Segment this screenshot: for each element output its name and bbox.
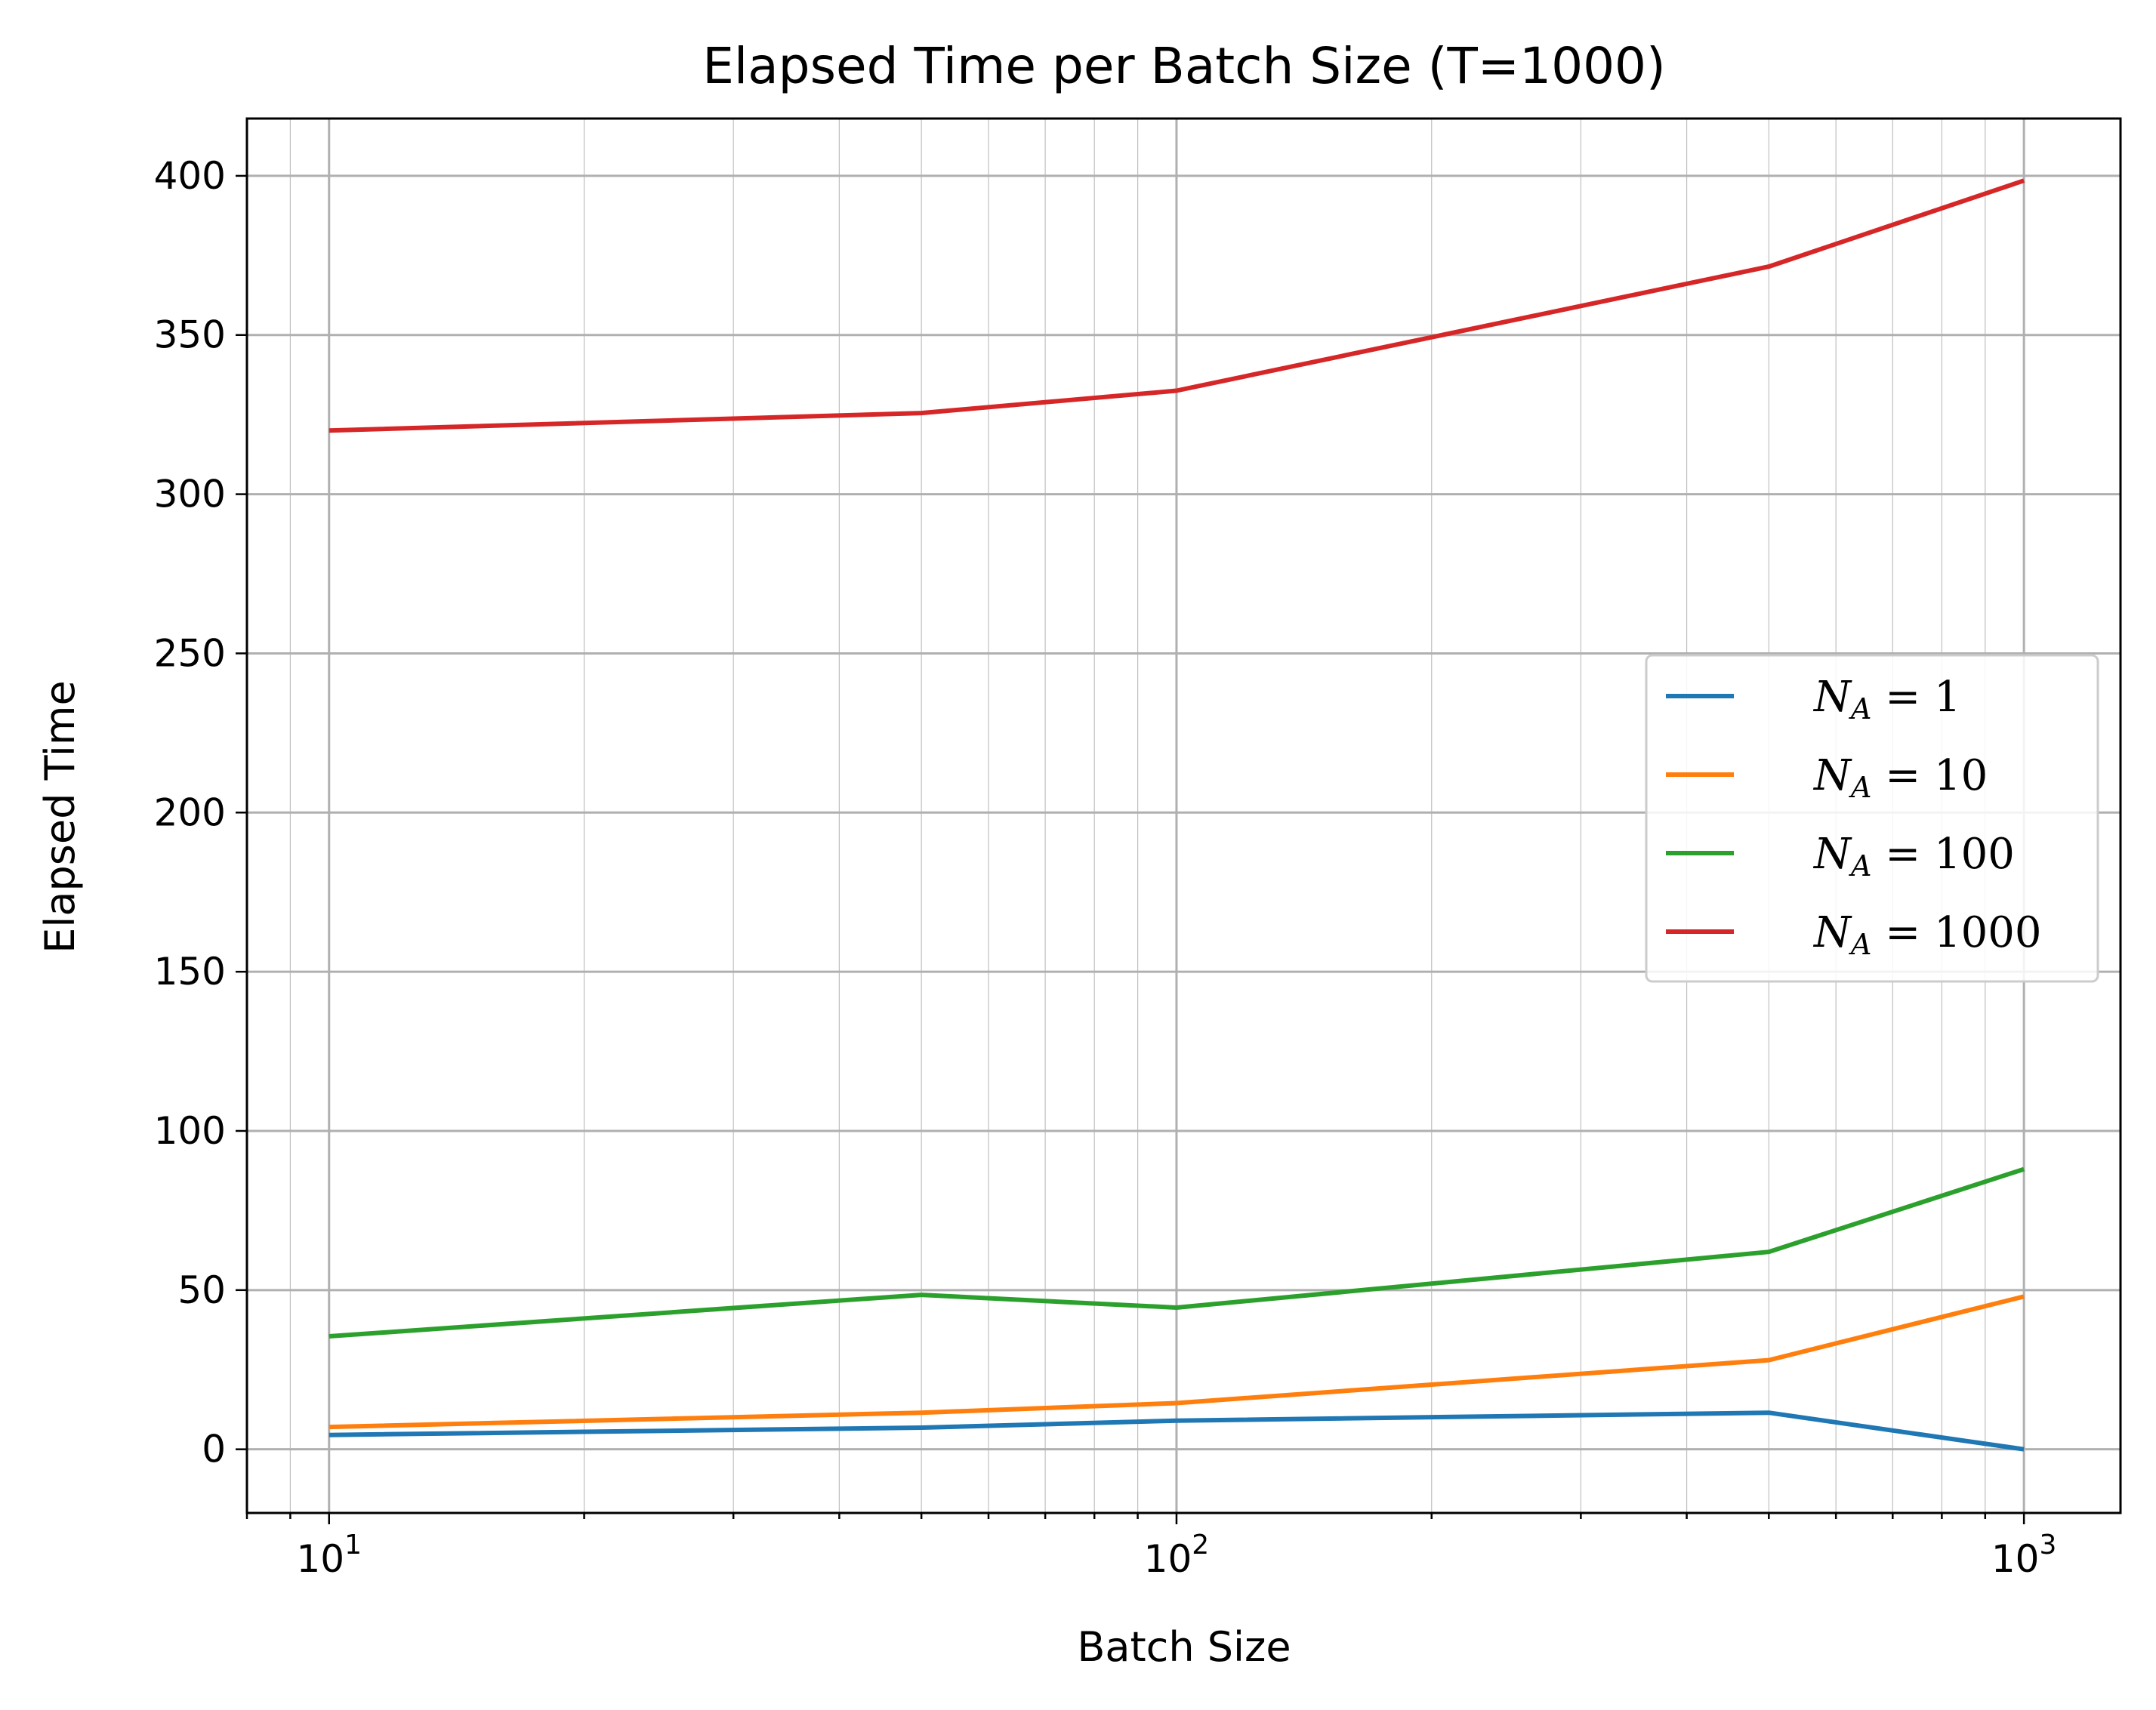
legend-box: [1645, 654, 2099, 983]
y-axis-ticks: 0 50 100 150 200 250 300 350 400: [154, 154, 247, 1471]
y-tick-label: 400: [154, 154, 226, 198]
y-tick-label: 250: [154, 631, 226, 675]
y-tick-label: 350: [154, 313, 226, 357]
x-axis-label: Batch Size: [1077, 1623, 1291, 1671]
major-grid: [247, 119, 2121, 1513]
x-tick-label: 102: [1144, 1530, 1210, 1581]
series-line-3: [328, 178, 2025, 433]
plot-frame: [245, 117, 2122, 1514]
x-tick-label: 103: [1991, 1530, 2057, 1581]
chart-title: Elapsed Time per Batch Size (T=1000): [702, 37, 1666, 95]
series-layer: [328, 178, 2025, 1452]
y-axis-label: Elapsed Time: [36, 680, 84, 953]
legend-label-0: NA = 1: [1812, 673, 1961, 726]
legend: NA = 1 NA = 10 NA = 100 NA = 1000: [1645, 654, 2099, 983]
legend-label-1: NA = 10: [1812, 751, 1988, 804]
x-axis-ticks: 101 102 103: [245, 1513, 2057, 1581]
y-tick-label: 0: [202, 1428, 226, 1471]
y-tick-label: 50: [177, 1268, 226, 1312]
y-tick-label: 300: [154, 473, 226, 516]
y-tick-label: 100: [154, 1109, 226, 1153]
series-line-0: [328, 1410, 2025, 1452]
y-tick-label: 150: [154, 950, 226, 994]
series-line-1: [328, 1294, 2025, 1430]
y-tick-label: 200: [154, 790, 226, 834]
series-line-2: [328, 1166, 2025, 1339]
legend-label-2: NA = 100: [1812, 830, 2015, 883]
legend-label-3: NA = 1000: [1812, 908, 2042, 961]
x-tick-label: 101: [296, 1530, 362, 1581]
